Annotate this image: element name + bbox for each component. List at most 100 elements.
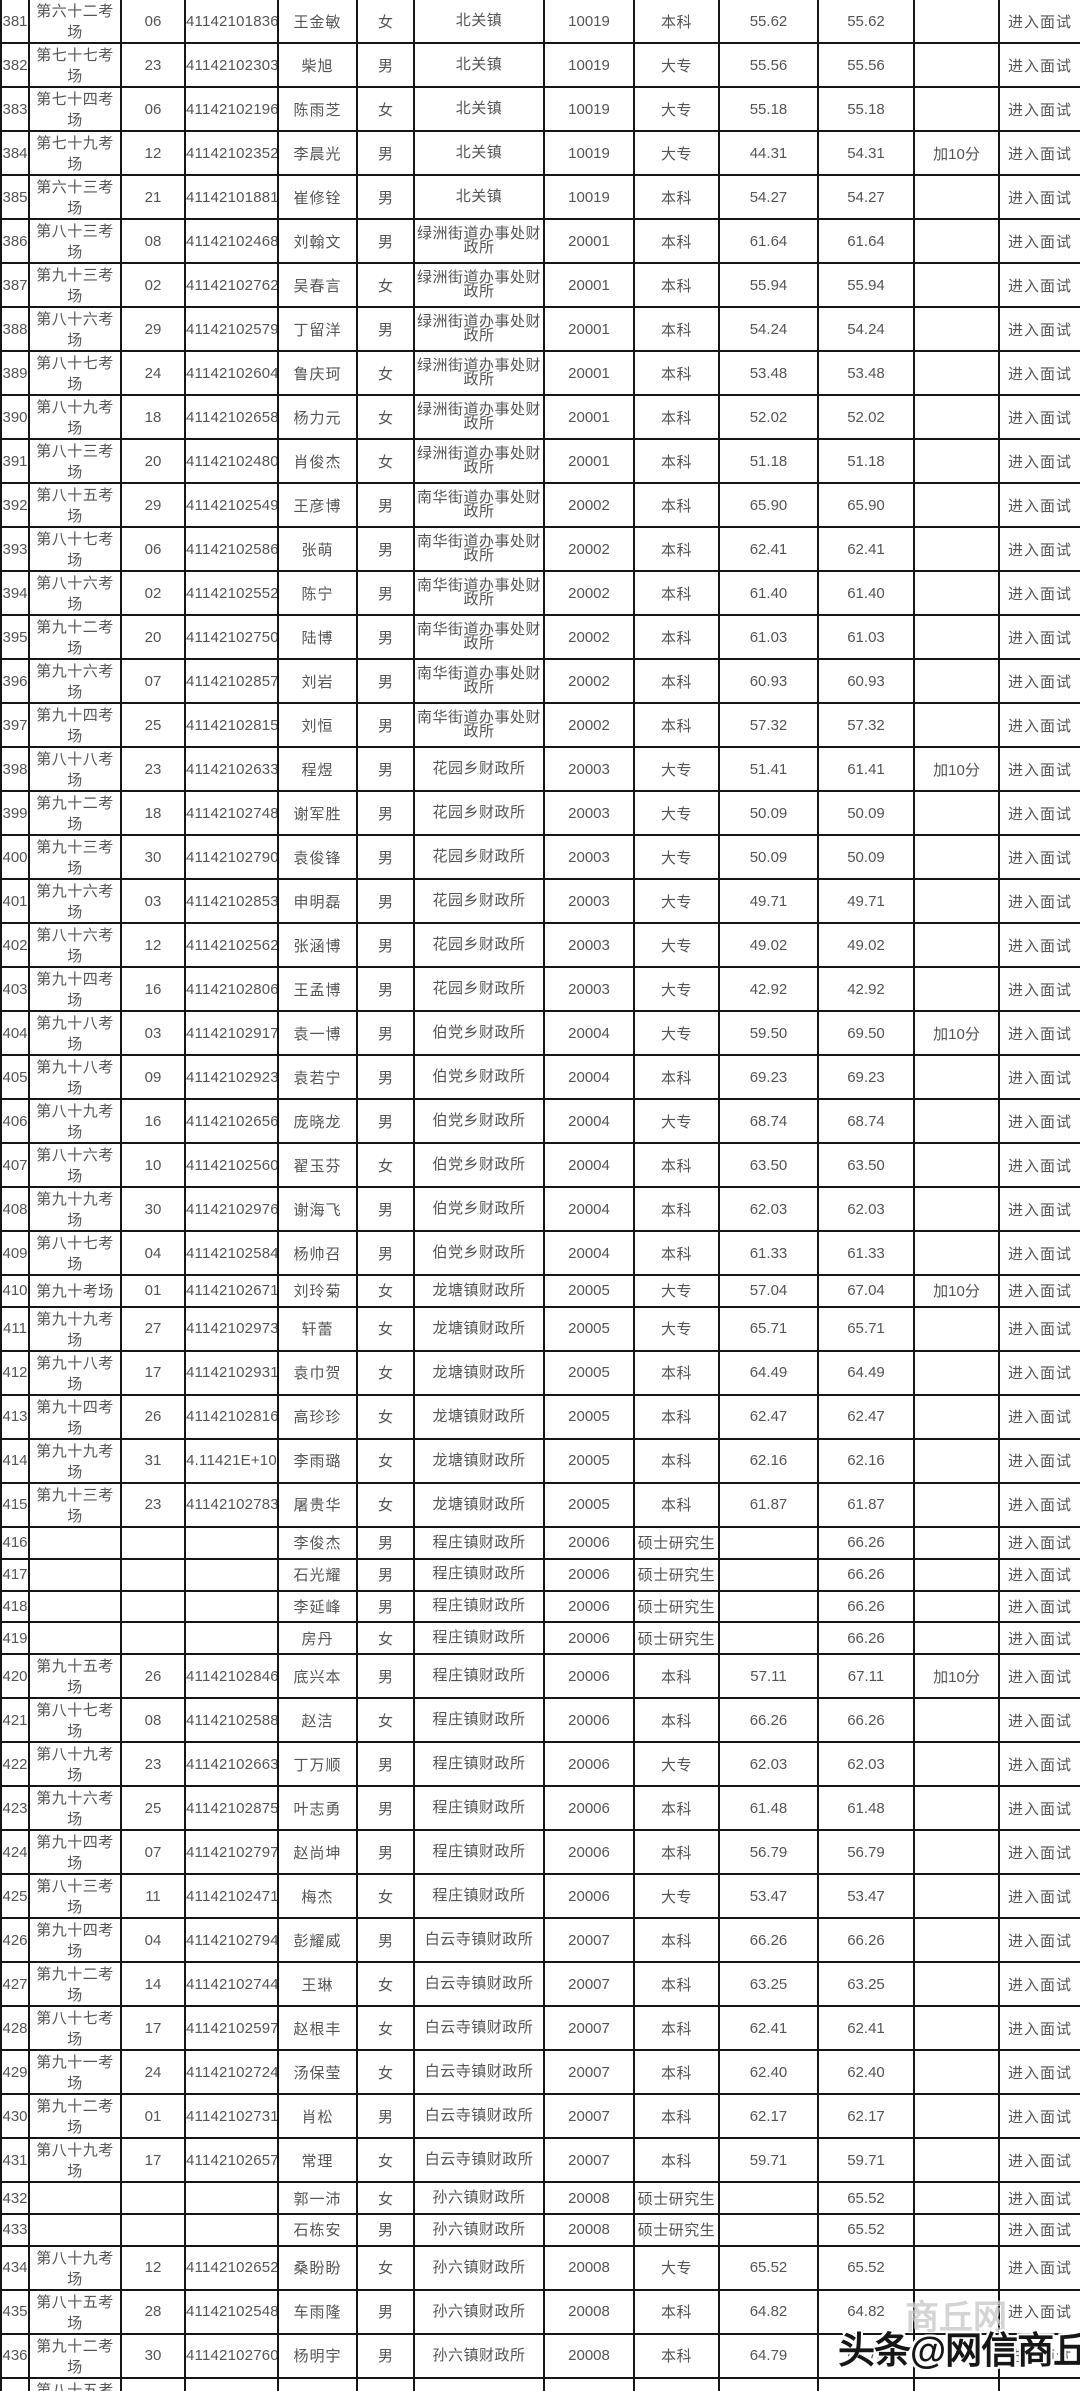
cell-position-code: 20008: [543, 2213, 635, 2247]
cell-name: 赵洁: [277, 1697, 358, 1744]
cell-result: 进入面试: [998, 1230, 1080, 1276]
cell-row-number: 399: [0, 790, 30, 836]
cell-position-code: 20008: [543, 2376, 635, 2391]
table-row: 436 第九十二考场 30 41142102760 杨明宇男孙六镇财政所 20008 本科 6…: [0, 2332, 1080, 2379]
cell-written-score: 62.41: [718, 526, 819, 572]
cell-ticket-number: 41142102762: [184, 262, 279, 308]
cell-written-score: 61.03: [718, 614, 819, 660]
cell-unit: 北关镇: [413, 130, 545, 176]
cell-ticket-number: 41142102303: [184, 42, 279, 88]
cell-education: 本科: [633, 2093, 720, 2140]
cell-exam-room: 第九十八考场: [28, 1010, 122, 1056]
cell-exam-room: [28, 1621, 122, 1656]
cell-exam-room: 第九十八考场: [28, 1054, 122, 1100]
cell-result: 进入面试: [998, 2244, 1080, 2291]
cell-ticket-number: 41142102597: [184, 2005, 279, 2052]
cell-name: 刘恒: [277, 702, 358, 748]
cell-exam-room: 第八十九考场: [28, 1098, 122, 1144]
cell-bonus: [913, 2049, 1000, 2096]
cell-education: 本科: [633, 1437, 720, 1484]
cell-bonus: [913, 1305, 1000, 1352]
cell-gender: 男: [356, 1589, 415, 1624]
cell-seat-number: 27: [120, 1305, 186, 1352]
cell-result: 进入面试: [998, 1829, 1080, 1876]
cell-seat-number: 23: [120, 42, 186, 88]
cell-bonus: [913, 2244, 1000, 2291]
cell-position-code: 20008: [543, 2181, 635, 2216]
cell-education: 本科: [633, 482, 720, 528]
cell-unit: 龙塘镇财政所: [413, 1274, 545, 1308]
cell-final-score: 62.41: [817, 526, 915, 572]
cell-ticket-number: 41142101881: [184, 174, 279, 220]
cell-bonus: [913, 1621, 1000, 1656]
cell-exam-room: 第八十七考场: [28, 2005, 122, 2052]
cell-seat-number: 09: [120, 1054, 186, 1100]
cell-final-score: 67.11: [817, 1653, 915, 1700]
cell-ticket-number: 41142102552: [184, 570, 279, 616]
cell-unit: 南华街道办事处财政所: [413, 702, 545, 748]
cell-name: 轩蕾: [277, 1305, 358, 1352]
table-row: 421 第八十七考场 08 41142102588 赵洁女程庄镇财政所 20006 本科 66…: [0, 1697, 1080, 1744]
cell-bonus: [913, 1873, 1000, 1920]
cell-education: 硕士研究生: [633, 1525, 720, 1560]
cell-exam-room: 第八十八考场: [28, 746, 122, 792]
cell-final-score: 55.94: [817, 262, 915, 308]
cell-bonus: [913, 2288, 1000, 2335]
cell-row-number: 404: [0, 1010, 30, 1056]
cell-position-code: 20001: [543, 438, 635, 484]
cell-final-score: 65.52: [817, 2181, 915, 2216]
cell-position-code: 20005: [543, 1349, 635, 1396]
cell-position-code: 20003: [543, 966, 635, 1012]
cell-gender: 女: [356, 1481, 415, 1528]
cell-education: 本科: [633, 658, 720, 704]
cell-final-score: 59.71: [817, 2137, 915, 2184]
cell-education: 本科: [633, 218, 720, 264]
table-row: 409 第八十七考场 04 41142102584 杨帅召男伯党乡财政所 20004 本科 6…: [0, 1230, 1080, 1276]
cell-result: 进入面试: [998, 834, 1080, 880]
cell-position-code: 20006: [543, 1741, 635, 1788]
cell-written-score: [718, 1589, 819, 1624]
cell-education: 本科: [633, 394, 720, 440]
cell-ticket-number: 41142102760: [184, 2332, 279, 2379]
table-row: 432 郭一沛女孙六镇财政所 20008 硕士研究生 65.52 进入面试: [0, 2181, 1080, 2216]
cell-result: 进入面试: [998, 1305, 1080, 1352]
cell-seat-number: 26: [120, 1653, 186, 1700]
cell-position-code: 20003: [543, 746, 635, 792]
cell-ticket-number: 41142101836: [184, 0, 279, 44]
cell-ticket-number: 41142102917: [184, 1010, 279, 1056]
cell-final-score: 69.50: [817, 1010, 915, 1056]
cell-bonus: [913, 2332, 1000, 2379]
cell-exam-room: 第八十九考场: [28, 394, 122, 440]
cell-name: 郭一沛: [277, 2181, 358, 2216]
cell-exam-room: 第九十四考场: [28, 966, 122, 1012]
table-row: 425 第八十三考场 11 41142102471 梅杰女程庄镇财政所 20006 大专 53…: [0, 1873, 1080, 1920]
cell-exam-room: 第六十二考场: [28, 0, 122, 44]
cell-exam-room: 第八十六考场: [28, 922, 122, 968]
cell-written-score: 63.50: [718, 1142, 819, 1188]
cell-bonus: 加10分: [913, 1274, 1000, 1308]
cell-seat-number: 21: [120, 174, 186, 220]
cell-row-number: 395: [0, 614, 30, 660]
cell-gender: 女: [356, 2137, 415, 2184]
cell-result: 进入面试: [998, 966, 1080, 1012]
cell-unit: 绿洲街道办事处财政所: [413, 394, 545, 440]
cell-written-score: 66.26: [718, 1917, 819, 1964]
table-row: 396 第九十六考场 07 41142102857 刘岩男南华街道办事处财政所 20002…: [0, 658, 1080, 704]
cell-gender: 男: [356, 790, 415, 836]
cell-unit: 程庄镇财政所: [413, 1785, 545, 1832]
cell-seat-number: 04: [120, 1230, 186, 1276]
cell-ticket-number: [184, 1621, 279, 1656]
cell-written-score: [718, 2181, 819, 2216]
cell-name: 陈宁: [277, 570, 358, 616]
cell-exam-room: 第八十九考场: [28, 2137, 122, 2184]
cell-final-score: 53.48: [817, 350, 915, 396]
cell-bonus: [913, 1230, 1000, 1276]
cell-row-number: 410: [0, 1274, 30, 1308]
cell-ticket-number: 41142102536: [184, 2376, 279, 2391]
cell-result: 进入面试: [998, 1525, 1080, 1560]
cell-name: 翟玉芬: [277, 1142, 358, 1188]
cell-gender: 女: [356, 2049, 415, 2096]
cell-result: 进入面试: [998, 2049, 1080, 2096]
cell-row-number: 396: [0, 658, 30, 704]
